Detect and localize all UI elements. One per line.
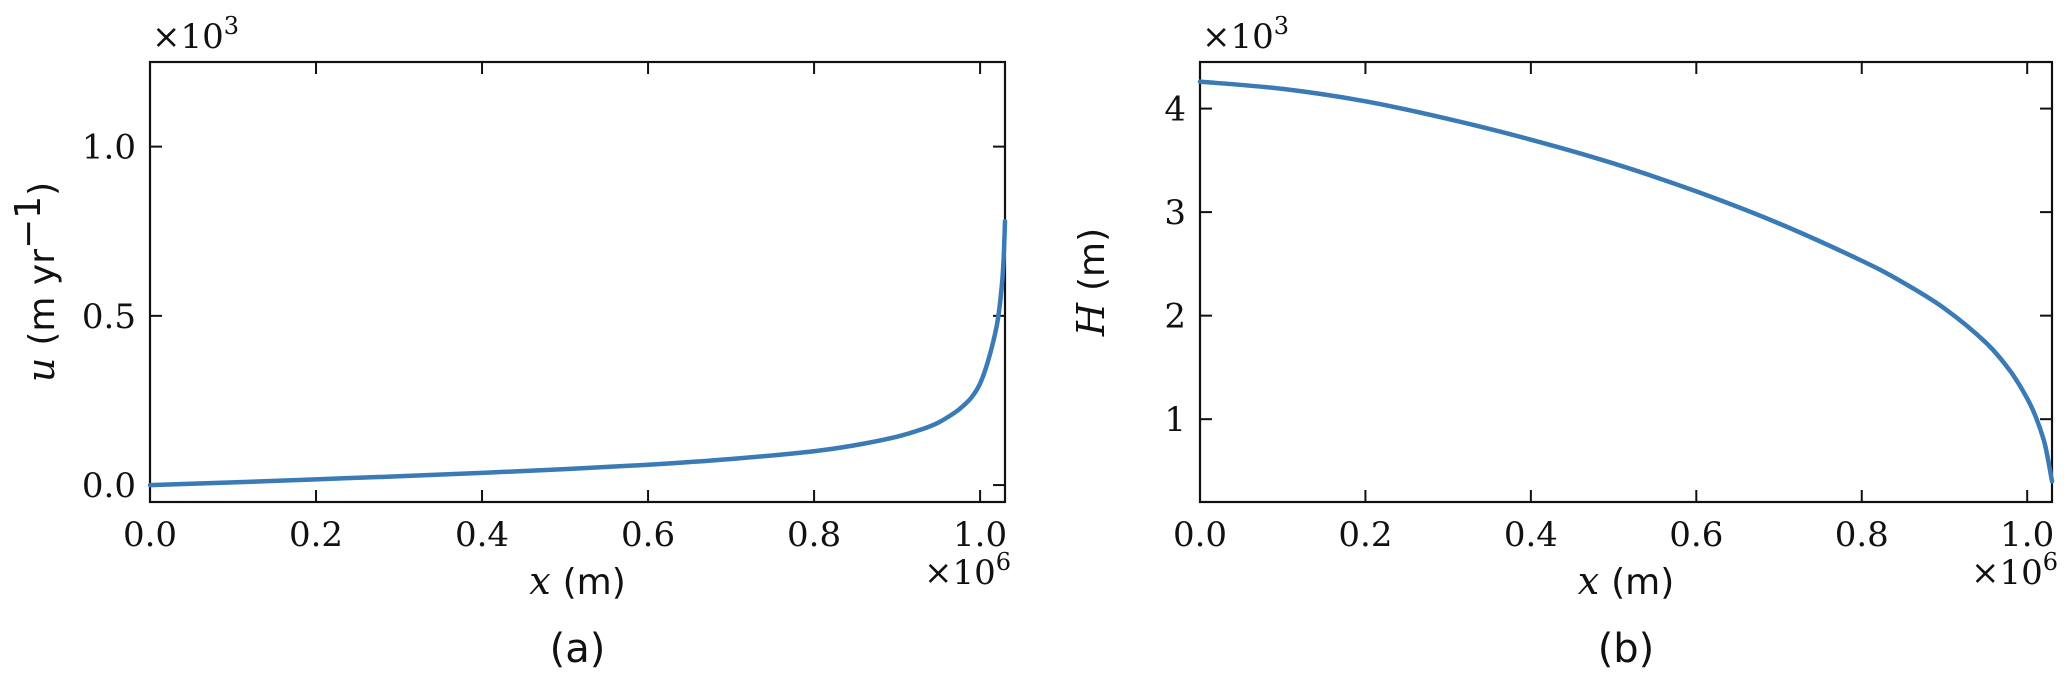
x-offset-label: ×106 — [1971, 548, 2058, 593]
x-offset-label: ×106 — [924, 548, 1011, 593]
x-tick-label: 0.4 — [455, 515, 509, 555]
plot-frame — [1198, 60, 2054, 504]
panel-a: 0.0 0.2 0.4 0.6 0.8 1.0 0.0 0.5 1.0 ×103 ×106 x (m) u… — [8, 12, 1011, 672]
x-tick-label: 0.8 — [1835, 515, 1889, 555]
y-axis-label: H(m) — [1069, 228, 1113, 337]
y-tick-label: 4 — [1164, 90, 1186, 130]
x-tick-label: 0.4 — [1504, 515, 1558, 555]
y-tick-label: 0.5 — [82, 297, 136, 337]
y-tick-label: 2 — [1164, 297, 1186, 337]
series-line — [147, 218, 1008, 488]
x-tick-label: 1.0 — [2000, 515, 2054, 555]
series-line — [1197, 79, 2055, 484]
x-tick-label: 0.2 — [1338, 515, 1392, 555]
y-tick-label: 3 — [1164, 193, 1186, 233]
y-offset-label: ×103 — [152, 12, 239, 57]
x-tick-label: 0.8 — [787, 515, 841, 555]
x-tick-label: 0.2 — [289, 515, 343, 555]
y-tick-label: 1.0 — [82, 128, 136, 168]
y-axis-label: u(m yr−1) — [8, 182, 63, 382]
x-tick-label: 0.6 — [621, 515, 675, 555]
y-tick-label: 0.0 — [82, 466, 136, 506]
plot-frame — [148, 60, 1007, 504]
panel-caption: (b) — [1598, 626, 1655, 672]
x-tick-label: 1.0 — [953, 515, 1007, 555]
y-offset-label: ×103 — [1202, 12, 1289, 57]
x-axis-label: x (m) — [1578, 559, 1675, 603]
x-tick-label: 0.0 — [123, 515, 177, 555]
x-tick-label: 0.6 — [1669, 515, 1723, 555]
panel-b: 0.0 0.2 0.4 0.6 0.8 1.0 1 2 3 4 ×103 ×106 x (m) H(m) (b… — [1069, 12, 2058, 672]
x-axis-label: x (m) — [529, 559, 626, 603]
panel-caption: (a) — [550, 626, 606, 672]
y-tick-label: 1 — [1164, 400, 1186, 440]
x-tick-label: 0.0 — [1173, 515, 1227, 555]
